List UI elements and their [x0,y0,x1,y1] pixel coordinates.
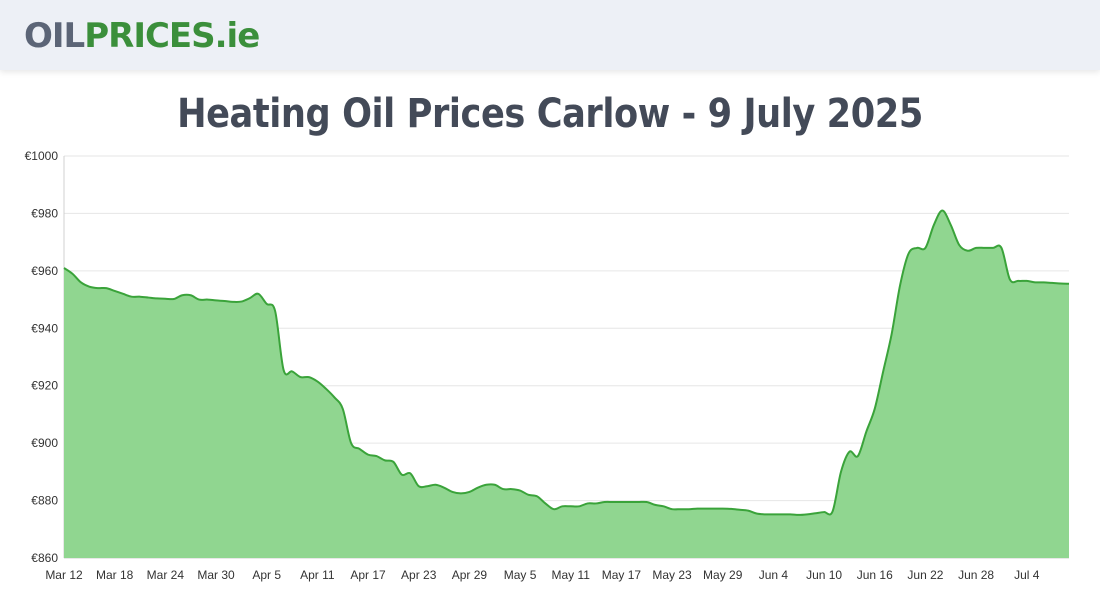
x-tick-label: Mar 24 [147,568,185,582]
x-tick-label: May 29 [703,568,743,582]
y-tick-label: €880 [31,494,58,508]
y-tick-label: €1000 [25,149,59,163]
y-tick-label: €940 [31,321,58,335]
x-tick-label: Apr 29 [452,568,488,582]
y-tick-label: €920 [31,379,58,393]
site-logo[interactable]: OILPRICES.ie [24,14,261,58]
logo-oil-text: OIL [24,16,85,56]
price-line [63,209,1070,516]
x-tick-label: May 17 [602,568,642,582]
x-tick-label: Mar 18 [96,568,134,582]
x-axis-tick-labels: Mar 12 Mar 18 Mar 24 Mar 30 Apr 5 Apr 11 Apr 1… [45,568,1039,582]
x-tick-label: Jun 28 [958,568,994,582]
x-tick-label: May 23 [652,568,692,582]
x-tick-label: Apr 11 [300,568,335,582]
x-tick-label: Apr 17 [350,568,386,582]
y-tick-label: €900 [31,436,58,450]
y-tick-label: €980 [31,206,58,220]
x-tick-label: Jun 22 [907,568,943,582]
x-tick-label: Jul 4 [1014,568,1040,582]
x-tick-label: May 5 [504,568,537,582]
site-header: OILPRICES.ie [0,0,1100,70]
x-tick-label: May 11 [551,568,590,582]
y-tick-label: €960 [31,264,58,278]
logo-tld-text: .ie [214,16,261,56]
x-tick-label: Mar 30 [197,568,235,582]
x-tick-label: Jun 16 [857,568,893,582]
x-tick-label: Mar 12 [45,568,83,582]
x-tick-label: Jun 10 [806,568,842,582]
logo-prices-text: PRICES [84,16,215,56]
y-tick-label: €860 [31,551,58,565]
price-area-fill [64,210,1069,558]
x-tick-label: Jun 4 [759,568,789,582]
page-title: Heating Oil Prices Carlow - 9 July 2025 [177,91,923,137]
x-tick-label: Apr 5 [252,568,281,582]
y-axis-tick-labels: €860 €880 €900 €920 €940 €960 €980 €1000 [25,149,59,565]
x-tick-label: Apr 23 [401,568,437,582]
